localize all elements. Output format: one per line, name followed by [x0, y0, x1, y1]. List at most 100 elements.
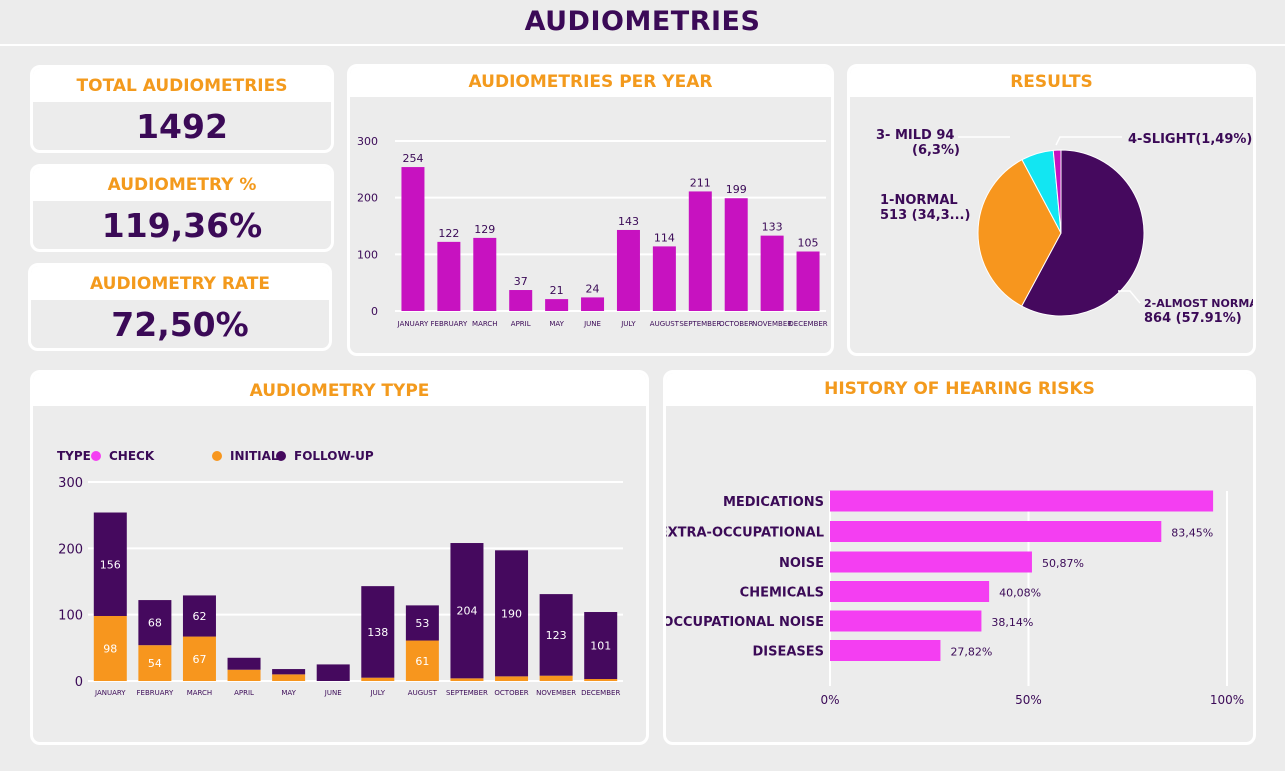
stacked-bar-segment: [495, 550, 529, 677]
kpi-rate-label: AUDIOMETRY RATE: [31, 266, 329, 300]
data-label: 114: [654, 231, 675, 244]
slice-label: 4-SLIGHT(1,49%): [1128, 132, 1252, 147]
bar: [830, 551, 1032, 573]
x-tick-label: FEBRUARY: [137, 689, 174, 697]
stacked-bar-segment: [227, 669, 261, 681]
segment-label: 156: [100, 558, 121, 571]
x-tick-label: OCTOBER: [494, 689, 528, 697]
bar: [652, 246, 676, 311]
kpi-percent-value: 119,36%: [101, 206, 263, 245]
stacked-bar-segment: [138, 645, 172, 681]
stacked-bar-segment: [584, 679, 618, 681]
type-title: AUDIOMETRY TYPE: [33, 373, 646, 406]
segment-label: 62: [192, 610, 206, 623]
results-card: RESULTS 2-ALMOST NORMAL 864 (57.91%) 1-NOR…: [847, 64, 1256, 356]
x-tick-label: SEPTEMBER: [446, 689, 488, 697]
legend-swatch: [91, 451, 101, 461]
per-year-card: AUDIOMETRIES PER YEAR 0 100 200 300 254 JANUA…: [347, 64, 834, 356]
x-tick-label: JANUARY: [397, 320, 429, 328]
x-tick-label: NOVEMBER: [536, 689, 576, 697]
stacked-bar-segment: [93, 615, 127, 681]
kpi-total-card: TOTAL AUDIOMETRIES 1492: [30, 65, 334, 153]
segment-label: 54: [148, 657, 162, 670]
stacked-bar-segment: [539, 675, 573, 681]
data-label: 199: [726, 183, 747, 196]
data-label: 122: [438, 227, 459, 240]
data-label: 50,87%: [1042, 557, 1084, 570]
risks-card: HISTORY OF HEARING RISKS 0% 50% 100% MEDICA…: [663, 370, 1256, 745]
stacked-bar-segment: [93, 512, 127, 616]
pie-slice: [1020, 149, 1145, 317]
segment-label: 138: [367, 626, 388, 639]
stacked-bar-segment: [405, 605, 439, 641]
stacked-bar-segment: [182, 636, 216, 681]
pie-slice: [1052, 149, 1062, 234]
stacked-bar-segment: [405, 640, 439, 681]
segment-label: 204: [456, 605, 477, 618]
bar: [830, 521, 1162, 542]
stacked-bar-segment: [138, 600, 172, 646]
x-tick-label: NOVEMBER: [752, 320, 792, 328]
x-tick-label: MARCH: [472, 320, 498, 328]
category-label: CHEMICALS: [740, 586, 824, 601]
legend-label: INITIAL: [230, 449, 279, 463]
slice-label: 3- MILD 94: [876, 128, 954, 143]
x-tick-label: JUNE: [324, 689, 342, 697]
per-year-chart: 0 100 200 300 254 JANUARY 122 FEBRUARY 129 MARCH 3…: [357, 135, 828, 328]
category-label: NOISE: [779, 556, 824, 571]
data-label: 105: [798, 237, 819, 250]
y-tick-label: 100: [357, 248, 378, 261]
legend-swatch: [212, 451, 222, 461]
slice-label: (6,3%): [912, 143, 960, 158]
bar: [796, 251, 820, 311]
category-label: DISEASES: [752, 645, 824, 660]
bar: [545, 299, 569, 311]
slice-label: 513 (34,3...): [880, 208, 970, 223]
x-tick-label: MAY: [281, 689, 296, 697]
results-title: RESULTS: [850, 67, 1253, 97]
stacked-bar-segment: [272, 669, 306, 675]
slice-label: 2-ALMOST NORMAL: [1144, 297, 1253, 310]
bar: [830, 610, 982, 632]
bar: [760, 235, 784, 311]
x-tick-label: MARCH: [187, 689, 213, 697]
stacked-bar-segment: [182, 595, 216, 637]
data-label: 133: [762, 221, 783, 234]
bar: [437, 241, 461, 311]
legend-label: CHECK: [109, 449, 155, 463]
y-tick-label: 300: [357, 135, 378, 148]
data-label: 37: [514, 275, 528, 288]
x-tick-label: OCTOBER: [719, 320, 753, 328]
risks-title: HISTORY OF HEARING RISKS: [666, 373, 1253, 406]
data-label: 40,08%: [999, 587, 1041, 600]
per-year-title: AUDIOMETRIES PER YEAR: [350, 67, 831, 97]
data-label: 27,82%: [950, 646, 992, 659]
legend-swatch: [276, 451, 286, 461]
stacked-bar-segment: [450, 543, 484, 679]
segment-label: 53: [415, 617, 429, 630]
kpi-percent-label: AUDIOMETRY %: [33, 167, 331, 201]
x-tick-label: 50%: [1015, 693, 1042, 707]
data-label: 83,45%: [1171, 527, 1213, 540]
x-tick-label: DECEMBER: [788, 320, 827, 328]
page-title: AUDIOMETRIES: [0, 0, 1285, 46]
leader-line: [1055, 136, 1122, 146]
stacked-bar-segment: [495, 676, 529, 681]
bar: [581, 297, 605, 311]
bar: [473, 237, 497, 311]
bar: [616, 229, 640, 311]
bar: [830, 581, 990, 602]
bar: [830, 640, 941, 661]
x-tick-label: 100%: [1210, 693, 1244, 707]
x-tick-label: JUNE: [583, 320, 601, 328]
stacked-bar-segment: [361, 586, 395, 678]
segment-label: 101: [590, 640, 611, 653]
legend-label: FOLLOW-UP: [294, 449, 374, 463]
kpi-total-label: TOTAL AUDIOMETRIES: [33, 68, 331, 102]
segment-label: 123: [546, 629, 567, 642]
segment-label: 67: [192, 653, 206, 666]
x-tick-label: MAY: [549, 320, 564, 328]
kpi-rate-card: AUDIOMETRY RATE 72,50%: [28, 263, 332, 351]
slice-label: 1-NORMAL: [880, 193, 958, 208]
slice-label: 864 (57.91%): [1144, 311, 1242, 326]
